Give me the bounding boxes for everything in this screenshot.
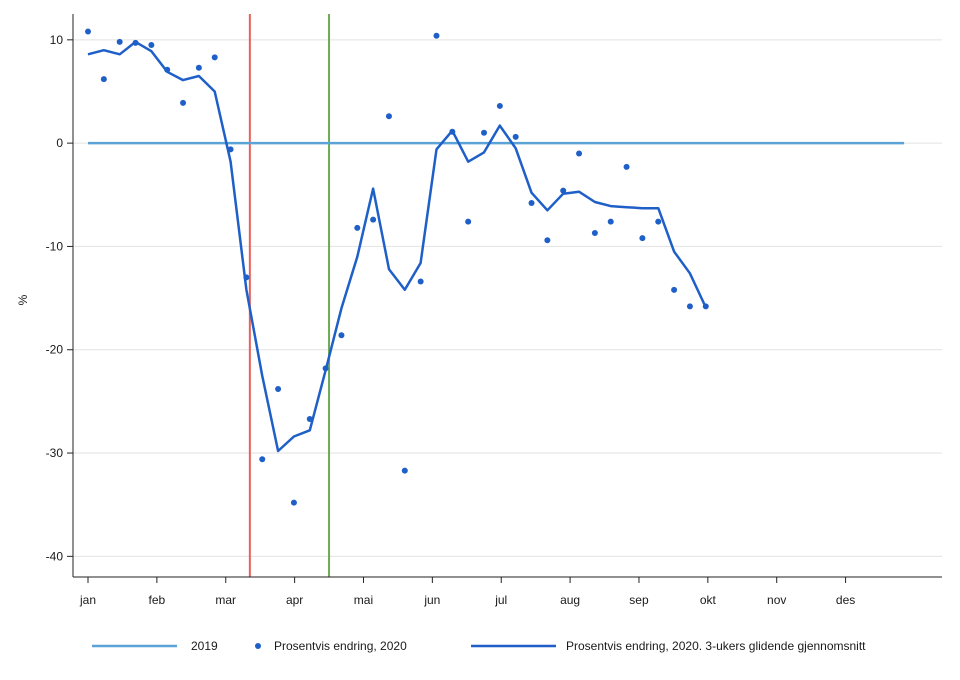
x-tick-label: apr [286, 593, 303, 607]
data-point [496, 102, 503, 109]
data-point [591, 230, 598, 237]
y-tick-label: -20 [46, 343, 64, 357]
legend: 2019 Prosentvis endring, 2020 Prosentvis e… [92, 639, 866, 653]
data-point [560, 187, 567, 194]
data-point [544, 237, 551, 244]
data-point [211, 54, 218, 61]
x-tick-label: mar [215, 593, 236, 607]
data-point [370, 216, 377, 223]
data-point [85, 28, 91, 35]
x-tick-label: jun [423, 593, 440, 607]
x-tick-label: jan [79, 593, 96, 607]
data-point [639, 235, 646, 242]
data-point [290, 499, 297, 506]
legend-label: Prosentvis endring, 2020. 3-ukers gliden… [566, 639, 866, 653]
data-series [85, 28, 905, 506]
data-point [275, 385, 282, 392]
x-tick-label: aug [560, 593, 580, 607]
data-point [481, 129, 488, 136]
legend-swatch-dot [255, 643, 261, 649]
data-point [259, 456, 266, 463]
data-point [354, 224, 361, 231]
x-tick-label: feb [149, 593, 166, 607]
data-point [671, 286, 678, 293]
data-point [100, 76, 107, 83]
moving-average-line [87, 40, 707, 453]
data-point [607, 218, 614, 225]
x-tick-label: sep [629, 593, 649, 607]
x-tick-label: mai [354, 593, 373, 607]
tick-labels: 10 0 -10 -20 -30 -40 jan feb mar apr mai jun jul aug s… [46, 33, 856, 607]
data-point [433, 32, 440, 39]
data-point [116, 38, 123, 45]
data-point [180, 99, 187, 106]
y-tick-label: -10 [46, 239, 64, 253]
y-axis-title: % [16, 294, 30, 305]
x-tick-label: okt [700, 593, 717, 607]
y-tick-label: 0 [56, 136, 63, 150]
data-point [512, 133, 519, 140]
data-point [655, 218, 662, 225]
gridlines [73, 39, 942, 557]
data-point [576, 150, 583, 157]
data-point [528, 200, 535, 207]
x-tick-label: des [836, 593, 855, 607]
data-point [417, 278, 424, 285]
data-point [465, 218, 472, 225]
y-tick-label: -30 [46, 446, 64, 460]
data-point [338, 332, 345, 339]
axes [67, 14, 942, 583]
data-point [623, 163, 630, 170]
x-tick-label: nov [767, 593, 786, 607]
legend-label: 2019 [191, 639, 218, 653]
data-point [385, 113, 392, 120]
y-tick-label: 10 [50, 33, 64, 47]
reference-lines [248, 14, 331, 577]
legend-label: Prosentvis endring, 2020 [274, 639, 407, 653]
data-point [401, 467, 408, 474]
x-tick-label: jul [494, 593, 507, 607]
data-point [195, 64, 202, 71]
data-point [686, 303, 693, 310]
y-tick-label: -40 [46, 549, 64, 563]
data-point [148, 41, 155, 48]
